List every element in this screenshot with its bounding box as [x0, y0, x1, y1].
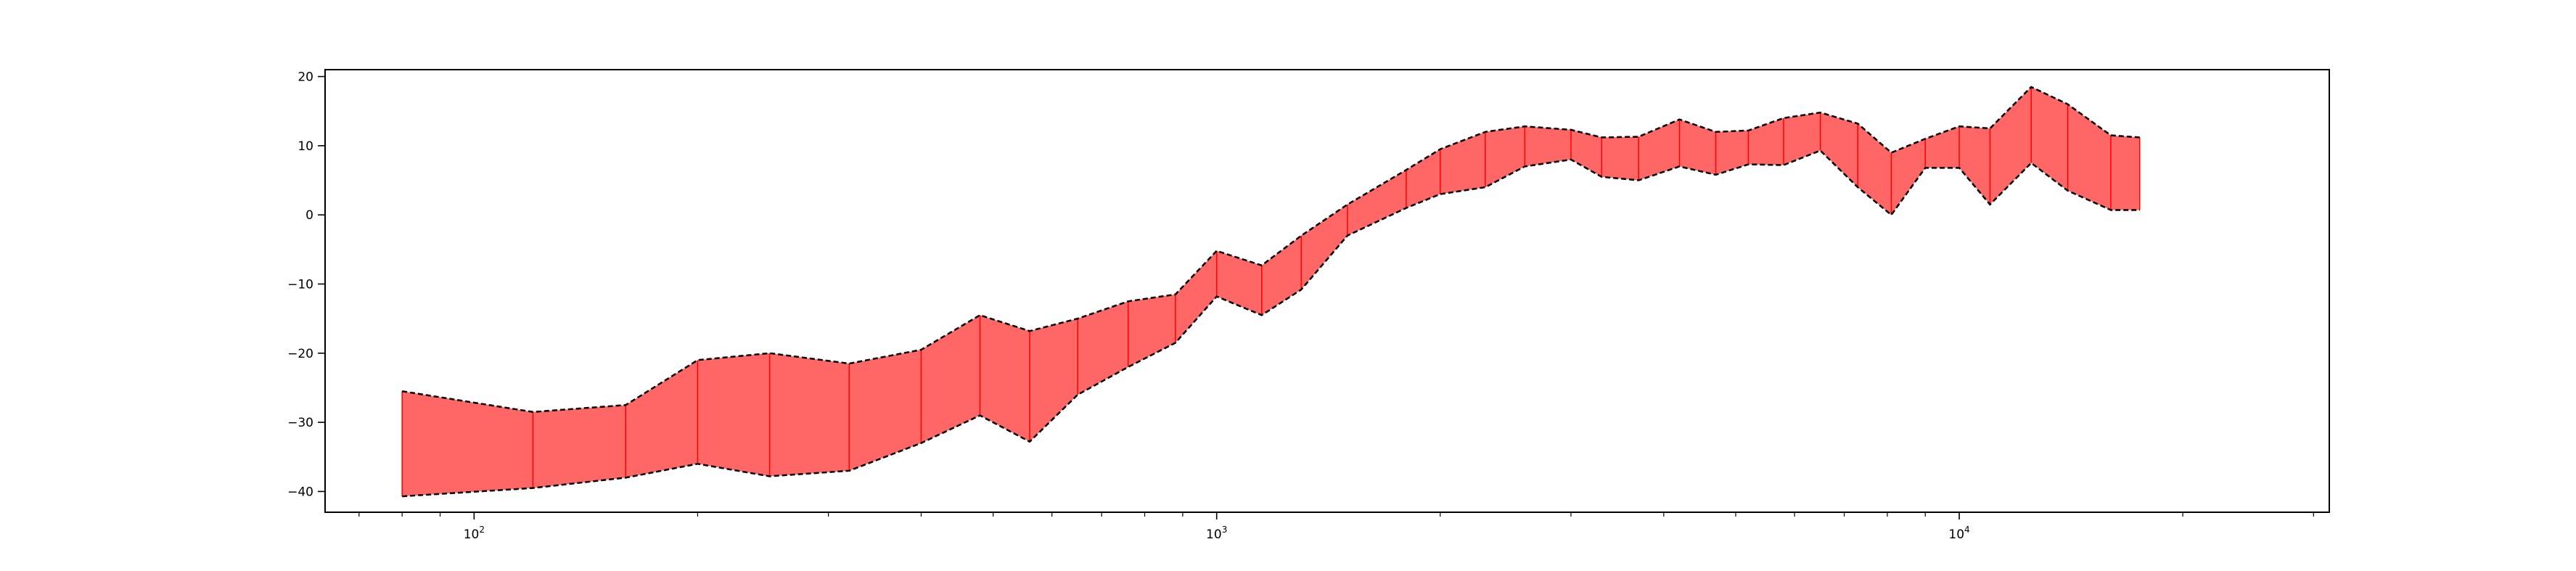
y-tick-label: 20 [298, 70, 313, 85]
x-tick-label: 104 [1948, 525, 1969, 542]
band-fill [402, 86, 2140, 497]
axes-frame [324, 69, 2330, 513]
y-tick-label: −30 [287, 416, 313, 430]
x-axis: 102 103 104 [358, 512, 2314, 542]
y-tick-label: 10 [298, 139, 313, 154]
x-tick-label: 102 [464, 525, 485, 542]
upper-boundary-line [401, 86, 2140, 414]
y-tick-label: 0 [305, 208, 313, 223]
y-tick-label: −10 [287, 277, 313, 292]
y-axis: −40 −30 −20 −10 0 10 20 [287, 70, 325, 499]
y-tick-label: −40 [287, 485, 313, 499]
y-tick-label: −20 [287, 347, 313, 361]
x-tick-label: 103 [1206, 525, 1227, 542]
lower-boundary-line [402, 149, 2140, 498]
plot-content [401, 86, 2141, 498]
